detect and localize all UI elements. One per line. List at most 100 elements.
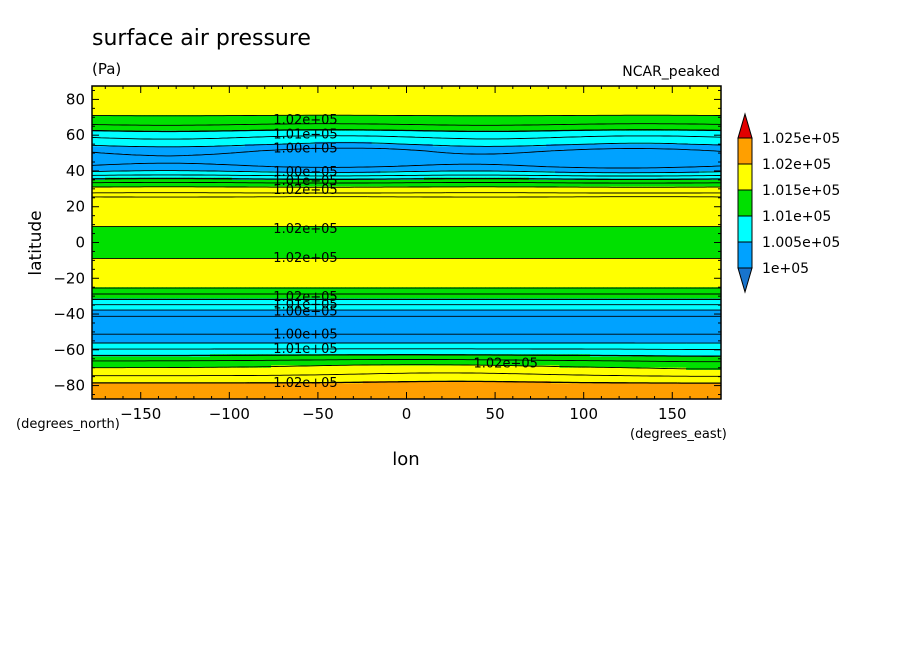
field-cell [410,90,416,94]
field-cell [319,97,325,101]
field-cell [380,99,386,103]
field-cell [458,92,464,96]
field-cell [131,94,137,98]
field-cell [310,90,316,94]
field-cell [607,97,613,101]
field-cell [437,88,443,92]
field-cell [279,101,285,105]
field-cell [467,88,473,92]
field-cell [611,97,617,101]
field-cell [467,97,473,101]
field-cell [292,92,298,96]
field-cell [642,99,648,103]
field-cell [196,99,202,103]
field-cell [419,92,425,96]
field-cell [336,88,342,92]
field-cell [161,99,167,103]
field-cell [550,94,556,98]
field-cell [638,90,643,94]
field-cell [616,97,622,101]
field-cell [437,101,443,105]
field-cell [463,86,469,89]
field-cell [327,88,333,92]
field-cell [166,86,172,89]
field-cell [555,94,560,98]
field-cell [681,94,687,98]
field-cell [100,101,106,105]
field-cell [467,103,473,107]
field-cell [686,92,692,96]
field-cell [358,90,364,94]
field-cell [458,101,464,105]
field-cell [227,103,233,107]
field-cell [113,90,119,94]
field-cell [594,86,600,89]
field-cell [384,99,390,103]
field-cell [209,99,215,103]
field-cell [362,86,368,89]
field-cell [271,103,277,107]
field-cell [284,90,290,94]
field-cell [100,86,106,89]
field-cell [581,94,587,98]
field-cell [140,86,146,89]
field-cell [214,99,220,103]
field-cell [100,97,106,101]
field-cell [506,103,512,107]
field-cell [498,103,504,107]
field-cell [179,101,185,105]
field-cell [524,101,530,105]
field-cell [445,88,451,92]
field-cell [607,90,613,94]
field-cell [707,101,713,105]
field-cell [572,88,578,92]
field-cell [520,92,526,96]
field-cell [240,86,246,89]
field-cell [205,101,211,105]
field-cell [275,99,281,103]
field-cell [694,99,700,103]
field-cell [380,94,386,98]
field-cell [209,88,215,92]
field-cell [105,92,111,96]
field-cell [463,103,469,107]
field-cell [384,103,390,107]
field-cell [371,99,377,103]
field-cell [598,99,604,103]
field-cell [183,101,189,105]
field-cell [463,97,469,101]
field-cell [188,86,194,89]
field-cell [638,103,643,107]
field-cell [367,103,373,107]
field-cell [292,88,298,92]
field-cell [681,99,687,103]
field-cell [485,97,491,101]
field-cell [620,97,626,101]
field-cell [397,94,403,98]
field-cell [541,86,547,89]
field-cell [340,90,346,94]
field-cell [249,88,255,92]
field-cell [423,90,429,94]
field-cell [406,101,412,105]
field-cell [253,86,259,89]
field-cell [463,99,469,103]
field-cell [454,88,460,92]
field-cell [306,101,311,105]
field-cell [651,86,657,89]
field-cell [624,99,630,103]
field-cell [541,99,547,103]
field-cell [161,106,167,109]
field-cell [314,99,320,103]
field-cell [563,90,569,94]
field-cell [236,103,242,107]
field-cell [354,94,360,98]
field-cell [585,103,591,107]
field-cell [96,103,102,107]
chart-units: (Pa) [92,60,121,78]
field-cell [480,94,486,98]
field-cell [489,97,495,101]
field-cell [157,86,163,89]
field-cell [362,103,368,107]
field-cell [122,90,128,94]
